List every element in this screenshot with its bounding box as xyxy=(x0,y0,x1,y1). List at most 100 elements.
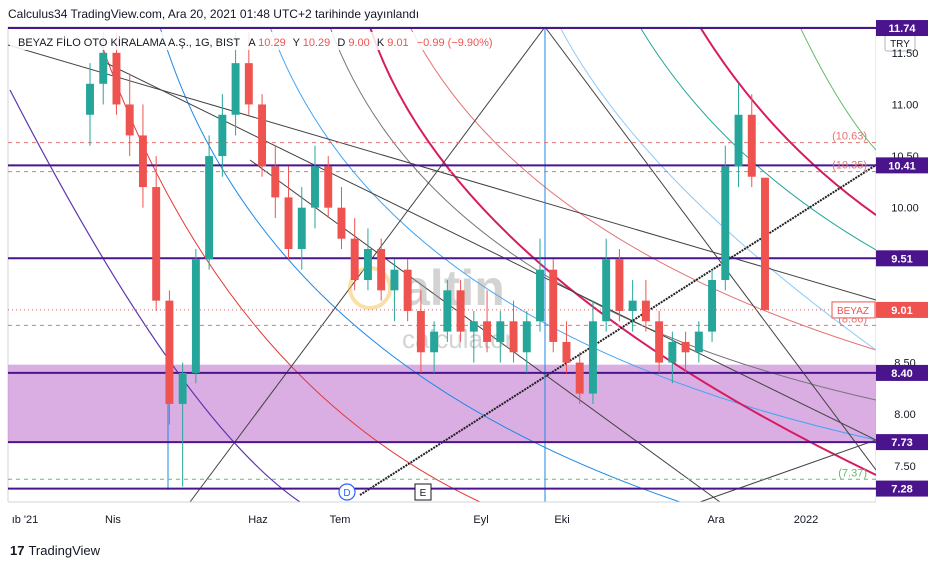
legend-close-label: K xyxy=(377,37,385,49)
candle[interactable] xyxy=(575,352,584,404)
candle-body xyxy=(641,300,650,322)
legend-high-label: Y xyxy=(293,37,301,49)
trend-line xyxy=(544,27,876,471)
candle[interactable] xyxy=(668,331,677,384)
candle[interactable] xyxy=(708,269,717,342)
candle[interactable] xyxy=(324,156,333,219)
candle[interactable] xyxy=(390,259,399,322)
symbol-tag xyxy=(831,301,876,319)
legend-open-value: 10.29 xyxy=(258,37,286,49)
candle[interactable] xyxy=(178,362,187,487)
candle[interactable] xyxy=(509,300,518,363)
gann-arc xyxy=(699,27,876,216)
candle[interactable] xyxy=(337,187,346,250)
candle[interactable] xyxy=(721,145,730,291)
candle-body xyxy=(271,166,280,198)
candle[interactable] xyxy=(416,290,425,373)
candle-body xyxy=(390,269,399,291)
candle-body xyxy=(152,187,161,301)
candle-body xyxy=(721,166,730,280)
candle[interactable] xyxy=(258,94,267,177)
candle-body xyxy=(456,290,465,332)
candle[interactable] xyxy=(456,279,465,342)
candle[interactable] xyxy=(363,228,372,291)
candle-body xyxy=(138,135,147,188)
candle-body xyxy=(575,362,584,394)
candle-body xyxy=(350,238,359,280)
candle[interactable] xyxy=(681,331,690,373)
candles-series[interactable] xyxy=(86,32,769,487)
candle[interactable] xyxy=(443,279,452,342)
candle[interactable] xyxy=(138,104,147,208)
gann-arc xyxy=(409,27,876,351)
candle[interactable] xyxy=(152,156,161,311)
candle[interactable] xyxy=(469,310,478,363)
candle-body xyxy=(377,249,386,291)
candle[interactable] xyxy=(297,187,306,270)
candle[interactable] xyxy=(641,279,650,332)
candle[interactable] xyxy=(734,83,743,188)
candle[interactable] xyxy=(496,310,505,363)
support-zone xyxy=(8,364,876,443)
candle[interactable] xyxy=(125,73,134,157)
candle-body xyxy=(761,177,769,310)
gann-arc xyxy=(329,27,876,401)
candle[interactable] xyxy=(191,249,200,384)
candle[interactable] xyxy=(549,259,558,353)
candle[interactable] xyxy=(311,145,319,229)
event-markers[interactable]: D E xyxy=(338,483,432,501)
candle[interactable] xyxy=(602,238,611,332)
candle[interactable] xyxy=(615,249,624,322)
candle[interactable] xyxy=(483,290,492,353)
currency-label: TRY xyxy=(890,39,910,50)
level-tag-label: 9.51 xyxy=(891,253,912,265)
candle[interactable] xyxy=(284,166,293,260)
x-tick-label: Tem xyxy=(330,514,351,526)
candle[interactable] xyxy=(86,63,94,146)
candle[interactable] xyxy=(350,218,359,291)
candle-body xyxy=(668,341,677,363)
candle[interactable] xyxy=(628,279,637,332)
candle-body xyxy=(430,331,439,353)
candle-body xyxy=(734,114,743,167)
tradingview-logo[interactable]: 17 TradingView xyxy=(10,543,100,558)
legend-symbol: BEYAZ FİLO OTO KİRALAMA A.Ş., 1G, BIST xyxy=(18,36,240,49)
candle[interactable] xyxy=(655,310,664,373)
horizontal-levels xyxy=(8,27,876,490)
candle[interactable] xyxy=(205,135,214,270)
price-chart[interactable]: altin calculator (10.63)(10.35)(8.86)(7.… xyxy=(0,0,935,540)
legend-low-value: 9.00 xyxy=(348,37,369,49)
candle-body xyxy=(588,321,597,394)
x-tick-label: Ara xyxy=(707,514,725,526)
candle-body xyxy=(562,341,571,363)
candle[interactable] xyxy=(562,321,571,373)
candle[interactable] xyxy=(218,94,227,177)
candle[interactable] xyxy=(522,310,531,373)
candle[interactable] xyxy=(165,290,174,425)
legend-change: −0.99 (−9.90%) xyxy=(417,37,493,49)
candle[interactable] xyxy=(430,321,439,373)
level-tag xyxy=(876,434,928,451)
candle-body xyxy=(483,321,492,342)
legend-high-value: 10.29 xyxy=(303,37,331,49)
candle[interactable] xyxy=(694,321,703,363)
dividend-marker-label: D xyxy=(343,488,350,499)
candle-body xyxy=(403,269,412,311)
dividend-marker[interactable] xyxy=(338,483,356,501)
y-tick-label: 10.00 xyxy=(891,203,919,215)
candle[interactable] xyxy=(761,177,769,311)
candle[interactable] xyxy=(588,300,597,404)
chart-header: Calculus34 TradingView.com, Ara 20, 2021… xyxy=(0,0,935,27)
candle[interactable] xyxy=(403,259,412,322)
candle[interactable] xyxy=(747,94,756,188)
candle[interactable] xyxy=(536,238,544,332)
candle-body xyxy=(258,104,267,167)
earnings-marker[interactable] xyxy=(414,483,432,501)
price-tag-label: 9.01 xyxy=(891,305,912,317)
candle[interactable] xyxy=(377,238,386,301)
candle-body xyxy=(509,321,518,353)
time-axis[interactable] xyxy=(0,501,935,540)
candle[interactable] xyxy=(271,145,280,219)
trend-line xyxy=(99,59,876,441)
level-tag xyxy=(876,480,928,497)
